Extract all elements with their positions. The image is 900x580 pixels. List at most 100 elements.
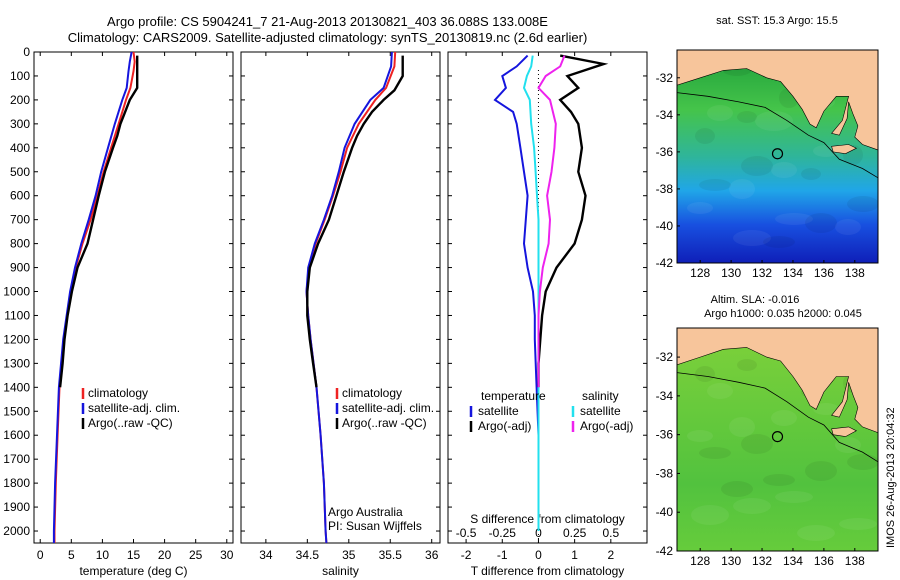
map-y-tick-label: -42 [656,256,674,270]
texture-patch [775,491,813,503]
legend-label: Argo(-adj) [580,419,633,433]
salinity-xlabel: salinity [322,564,359,578]
credit-text: Argo Australia [328,505,403,519]
texture-patch [699,179,731,191]
texture-patch [805,213,837,233]
map-y-tick-label: -34 [656,108,674,122]
map-y-tick-label: -38 [656,182,674,196]
sst-map-title: sat. SST: 15.3 Argo: 15.5 [716,15,838,27]
texture-patch [741,434,773,454]
difference-frame [447,51,648,544]
map-x-tick-label: 132 [752,266,772,280]
y-tick-label: 600 [10,189,30,203]
map-x-tick-label: 134 [783,266,803,280]
legend-label: satellite [478,404,519,418]
difference-temperature-satellite-line [493,54,540,531]
texture-patch [699,447,731,459]
map-x-tick-label: 136 [814,266,834,280]
y-tick-label: 800 [10,237,30,251]
sla_map-frame [676,327,879,552]
map-x-tick-label: 128 [690,554,710,568]
bathymetry-contour [677,92,878,179]
texture-patch [801,168,821,180]
legend-label: Argo(..raw -QC) [342,416,427,430]
sst_map-frame [676,49,879,264]
texture-patch [733,230,771,246]
legend-label: climatology [342,386,402,400]
y-tick-label: 200 [10,93,30,107]
x-tick-label: 35 [342,548,356,562]
s-diff-tick-label: 0 [535,526,542,540]
sla_map: 128 130 132 134 136 138 -32 -34 -36 -38 -40 -42 [656,327,879,568]
map-x-tick-label: 136 [814,554,834,568]
s-diff-tick-label: -0.25 [489,526,517,540]
salinity-satellite-adj-clim--line [305,51,393,544]
texture-patch [707,105,733,121]
temperature-xlabel: temperature (deg C) [79,564,187,578]
map-y-tick-label: -38 [656,466,674,480]
texture-patch [737,359,757,371]
figure-title-line-1: Argo profile: CS 5904241_7 21-Aug-2013 2… [107,14,548,29]
sst_map: 128 130 132 134 136 138 -32 -34 -36 -38 -40 -42 [656,49,879,280]
map-y-tick-label: -32 [656,350,674,364]
figure-title-line-2: Climatology: CARS2009. Satellite-adjuste… [67,30,588,45]
x-tick-label: 0 [535,548,542,562]
difference-panel: -2 -1 0 1 2 T difference from climatology -0.5… [447,51,648,578]
land-mass [677,50,878,151]
temperature-frame [33,51,234,544]
x-tick-label: 25 [189,548,203,562]
x-tick-label: 35.5 [379,548,403,562]
island [831,426,858,437]
texture-patch [755,111,793,131]
y-tick-label: 1500 [3,404,30,418]
profile-location-marker [771,430,784,443]
texture-patch [835,437,861,453]
side-timestamp: IMOS 26-Aug-2013 20:04:32 [885,407,897,548]
difference-salinity-argo-adj--line [537,55,566,388]
difference-salinity-satellite-line [522,55,540,531]
texture-patch [847,196,878,212]
map-x-tick-label: 130 [721,554,741,568]
temperature-satellite-adj-clim--line [52,51,133,543]
map-x-tick-label: 130 [721,266,741,280]
y-tick-label: 1300 [3,356,30,370]
y-tick-label: 1700 [3,452,30,466]
texture-patch [729,417,755,437]
profile-location-marker [771,148,784,160]
y-tick-label: 300 [10,117,30,131]
texture-patch [847,454,878,470]
temperature-argo-raw-qc--line [58,55,139,388]
salinity-argo-raw-qc--line [306,55,404,388]
map-y-tick-label: -42 [656,544,674,558]
island [831,144,858,155]
texture-patch [805,461,837,481]
x-tick-label: 36 [425,548,439,562]
texture-patch [737,111,757,123]
legend-title-temperature: temperature [481,389,546,403]
texture-patch [813,403,839,415]
texture-patch [691,505,729,525]
credit-text: PI: Susan Wijffels [328,519,422,533]
texture-patch [695,366,715,382]
x-tick-label: 20 [158,548,172,562]
texture-patch [695,128,715,144]
x-tick-label: 0 [37,548,44,562]
x-tick-label: -2 [461,548,472,562]
y-tick-label: 1400 [3,380,30,394]
legend-title-salinity: salinity [582,389,619,403]
map-y-tick-label: -36 [656,145,674,159]
texture-patch [729,179,755,199]
texture-patch [741,156,773,176]
y-tick-label: 1100 [4,308,30,322]
y-tick-label: 100 [10,69,30,83]
s-diff-tick-label: -0.5 [456,526,477,540]
x-tick-label: 1 [571,548,578,562]
sst_map-field [677,50,878,263]
texture-patch [797,525,835,541]
map-y-tick-label: -34 [656,389,674,403]
x-tick-label: 10 [96,548,110,562]
texture-patch [687,430,713,442]
y-tick-label: 1200 [3,332,30,346]
x-tick-label: -1 [497,548,508,562]
